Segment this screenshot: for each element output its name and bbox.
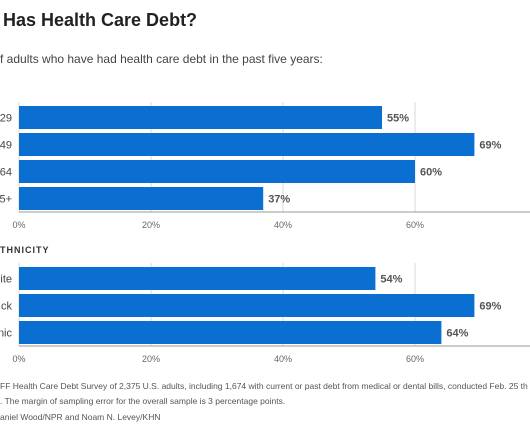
data-label: 54%: [380, 274, 402, 286]
credit-note: aniel Wood/NPR and Noam N. Levey/KHN: [0, 412, 161, 422]
source-note: FF Health Care Debt Survey of 2,375 U.S.…: [0, 381, 528, 391]
section-heading-ethnicity: THNICITY: [0, 245, 50, 255]
bar: [19, 160, 415, 183]
data-label: 37%: [268, 194, 290, 206]
margin-of-error-note: . The margin of sampling error for the o…: [0, 396, 286, 406]
x-tick-label: 0%: [12, 220, 25, 230]
bar: [19, 321, 442, 344]
category-label: 29: [0, 113, 12, 125]
data-label: 55%: [387, 113, 409, 125]
data-label: 64%: [446, 328, 468, 340]
bar: [19, 106, 382, 129]
bar: [19, 187, 264, 210]
bar: [19, 294, 475, 317]
x-tick-label: 60%: [406, 220, 424, 230]
x-tick-label: 40%: [274, 354, 292, 364]
x-tick-label: 40%: [274, 220, 292, 230]
x-tick-label: 0%: [12, 354, 25, 364]
chart-subtitle: f adults who have had health care debt i…: [0, 52, 323, 66]
x-tick-label: 20%: [142, 354, 160, 364]
category-label: nic: [0, 328, 12, 340]
bar: [19, 267, 376, 290]
data-label: 69%: [479, 140, 501, 152]
category-label: ite: [0, 274, 12, 286]
x-tick-label: 60%: [406, 354, 424, 364]
category-label: ck: [1, 301, 13, 313]
data-label: 60%: [420, 167, 442, 179]
category-label: 5+: [0, 194, 12, 206]
category-label: 64: [0, 167, 12, 179]
x-tick-label: 20%: [142, 220, 160, 230]
bar: [19, 133, 475, 156]
chart-title: Has Health Care Debt?: [3, 10, 198, 30]
category-label: 49: [0, 140, 12, 152]
data-label: 69%: [479, 301, 501, 313]
